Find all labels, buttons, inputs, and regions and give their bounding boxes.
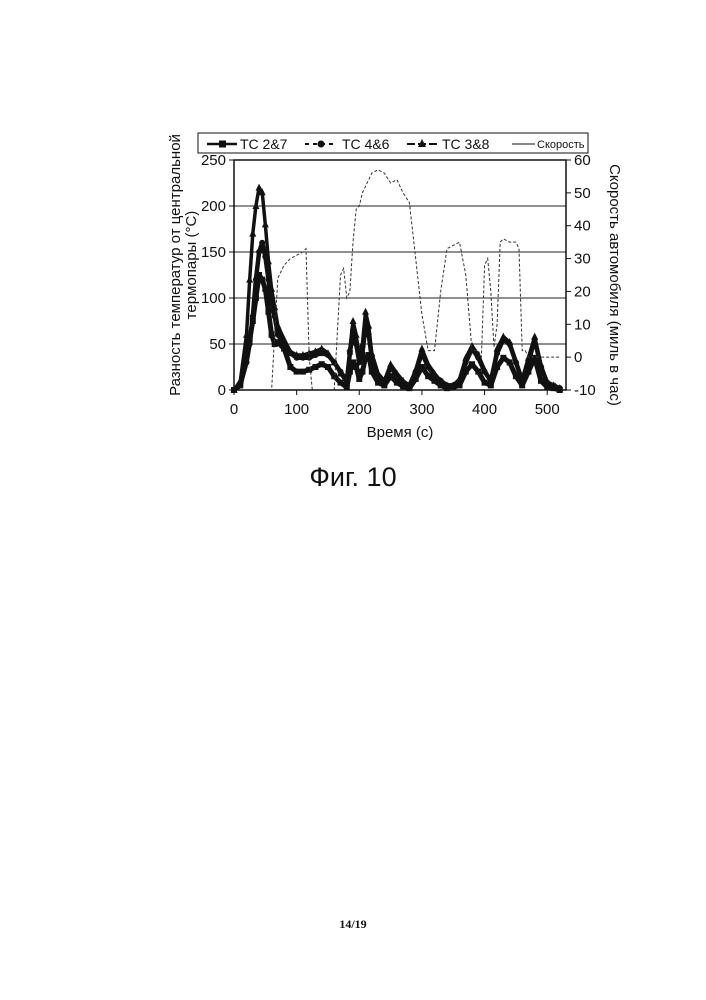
y-right-tick-label: -10	[574, 382, 596, 399]
y-right-axis-title: Скорость автомобиля (миль в час)	[606, 164, 623, 406]
data-point	[246, 276, 253, 283]
data-point	[331, 373, 337, 379]
data-point	[259, 240, 265, 246]
data-point	[300, 369, 306, 375]
legend-label-speed: Скорость	[537, 139, 585, 151]
axes: 0 100 200 300 400 500 0 50 100 150 200 250 -10 0 10 20 3…	[167, 134, 623, 441]
data-point	[475, 369, 481, 375]
data-point	[387, 360, 394, 367]
data-point	[253, 277, 259, 283]
y-right-tick-label: 50	[574, 185, 591, 202]
y-right-tick-label: 20	[574, 283, 591, 300]
data-point	[262, 220, 269, 227]
data-point	[325, 364, 331, 370]
y-left-axis-title-line2: термопары (°С)	[183, 211, 200, 320]
legend-label-tc-2-7: TC 2&7	[240, 136, 288, 152]
data-point	[418, 345, 425, 352]
data-point	[249, 230, 256, 237]
plot-frame	[234, 160, 566, 390]
y-right-tick-label: 0	[574, 349, 582, 366]
data-point	[294, 369, 300, 375]
y-left-axis-title-line1: Разность температур от центральной	[167, 134, 184, 396]
data-point	[265, 309, 271, 315]
data-point	[350, 317, 357, 324]
data-point	[256, 184, 263, 191]
y-left-tick-label: 0	[218, 382, 226, 399]
y-left-tick-label: 250	[201, 152, 226, 169]
y-right-tick-label: 60	[574, 152, 591, 169]
y-left-tick-label: 100	[201, 290, 226, 307]
legend-label-tc-4-6: TC 4&6	[342, 136, 390, 152]
data-point	[247, 341, 253, 347]
data-point	[356, 376, 362, 382]
x-tick-label: 200	[347, 401, 372, 418]
data-point	[500, 355, 506, 361]
data-point	[362, 308, 369, 315]
legend-marker-circle	[318, 141, 325, 148]
y-right-tick-label: 10	[574, 316, 591, 333]
data-point	[337, 380, 343, 386]
data-point	[507, 359, 513, 365]
legend-label-tc-3-8: TC 3&8	[442, 136, 490, 152]
y-left-tick-label: 150	[201, 244, 226, 261]
y-left-tick-label: 200	[201, 198, 226, 215]
x-tick-label: 100	[284, 401, 309, 418]
legend: TC 2&7 TC 4&6 TC 3&8 Скорость	[198, 133, 588, 153]
data-point	[531, 333, 538, 340]
data-point	[500, 333, 507, 340]
gridlines	[234, 206, 566, 344]
series-скорость-line	[234, 170, 560, 390]
data-point	[287, 364, 293, 370]
data-point	[259, 277, 265, 283]
x-tick-label: 500	[535, 401, 560, 418]
data-point	[319, 361, 325, 367]
data-point	[256, 249, 262, 255]
x-tick-label: 0	[230, 401, 238, 418]
data-point	[469, 361, 475, 367]
y-right-tick-label: 30	[574, 251, 591, 268]
data-point	[425, 373, 431, 379]
data-point	[359, 369, 365, 375]
x-axis-title: Время (с)	[367, 424, 434, 441]
data-point	[312, 364, 318, 370]
figure-caption: Фиг. 10	[0, 462, 706, 493]
series-layer	[231, 170, 564, 393]
page-number: 14/19	[0, 917, 706, 932]
x-tick-label: 400	[472, 401, 497, 418]
y-right-tick-label: 40	[574, 218, 591, 235]
data-point	[306, 367, 312, 373]
x-tick-label: 300	[409, 401, 434, 418]
data-point	[269, 332, 275, 338]
data-point	[538, 378, 544, 384]
data-point	[482, 380, 488, 386]
data-point	[250, 313, 256, 319]
y-left-tick-label: 50	[209, 336, 226, 353]
legend-marker-square	[219, 141, 226, 148]
